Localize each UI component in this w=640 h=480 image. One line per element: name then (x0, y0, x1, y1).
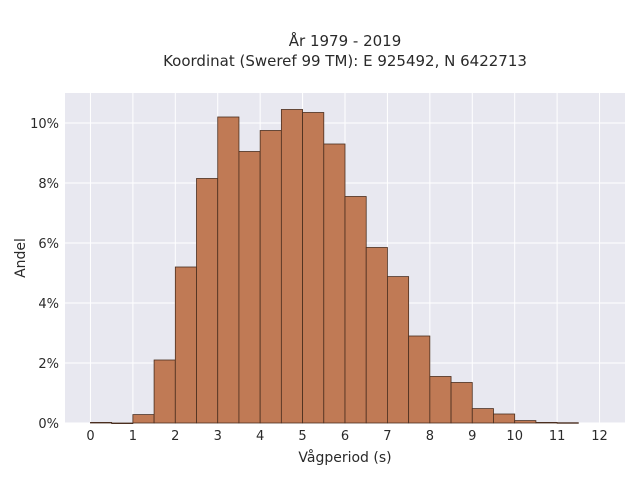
x-tick-label: 8 (426, 429, 434, 444)
y-axis-label: Andel (13, 238, 29, 278)
histogram-bar (196, 178, 219, 424)
histogram-bar (238, 151, 261, 424)
histogram-bar (132, 414, 155, 424)
chart-title-line-1: År 1979 - 2019 (289, 31, 402, 50)
x-tick-label: 11 (549, 429, 566, 444)
histogram-bar (365, 247, 388, 424)
x-tick-label: 2 (171, 429, 179, 444)
x-axis-ticks: 0 1 2 3 4 5 6 7 8 9 10 11 12 (86, 429, 608, 444)
y-tick-label: 6% (38, 237, 59, 252)
x-tick-label: 6 (341, 429, 349, 444)
x-tick-label: 7 (383, 429, 391, 444)
x-tick-label: 9 (468, 429, 476, 444)
y-tick-label: 10% (30, 117, 59, 132)
histogram-bar (535, 421, 558, 424)
x-axis-label: Vågperiod (s) (298, 449, 391, 466)
histogram-bar (450, 382, 473, 424)
x-tick-label: 3 (214, 429, 222, 444)
histogram-bar (90, 421, 113, 424)
histogram-bar (323, 143, 346, 424)
histogram-bar (153, 359, 176, 424)
histogram-bar (408, 335, 431, 424)
y-tick-label: 8% (38, 177, 59, 192)
y-tick-label: 2% (38, 357, 59, 372)
x-tick-label: 12 (591, 429, 608, 444)
histogram-bar (111, 422, 134, 425)
histogram-bar (471, 408, 494, 424)
histogram-bar (344, 196, 367, 424)
y-axis-ticks: 0% 2% 4% 6% 8% 10% (30, 117, 59, 432)
histogram-bar (217, 116, 240, 424)
x-tick-label: 0 (86, 429, 94, 444)
y-tick-label: 0% (38, 417, 59, 432)
x-tick-label: 4 (256, 429, 264, 444)
histogram-bar (387, 276, 410, 424)
x-tick-label: 1 (129, 429, 137, 444)
chart-title-line-2: Koordinat (Sweref 99 TM): E 925492, N 64… (163, 52, 527, 70)
histogram-bar (280, 109, 303, 424)
y-tick-label: 4% (38, 297, 59, 312)
histogram-bar (514, 420, 537, 424)
histogram-bar (493, 413, 516, 424)
histogram-bar (302, 112, 325, 424)
histogram-bar (259, 130, 282, 424)
bars-group (90, 109, 579, 425)
histogram-bar (556, 422, 579, 424)
x-tick-label: 5 (298, 429, 306, 444)
histogram-bar (429, 376, 452, 424)
histogram-bar (174, 266, 197, 424)
x-tick-label: 10 (506, 429, 523, 444)
